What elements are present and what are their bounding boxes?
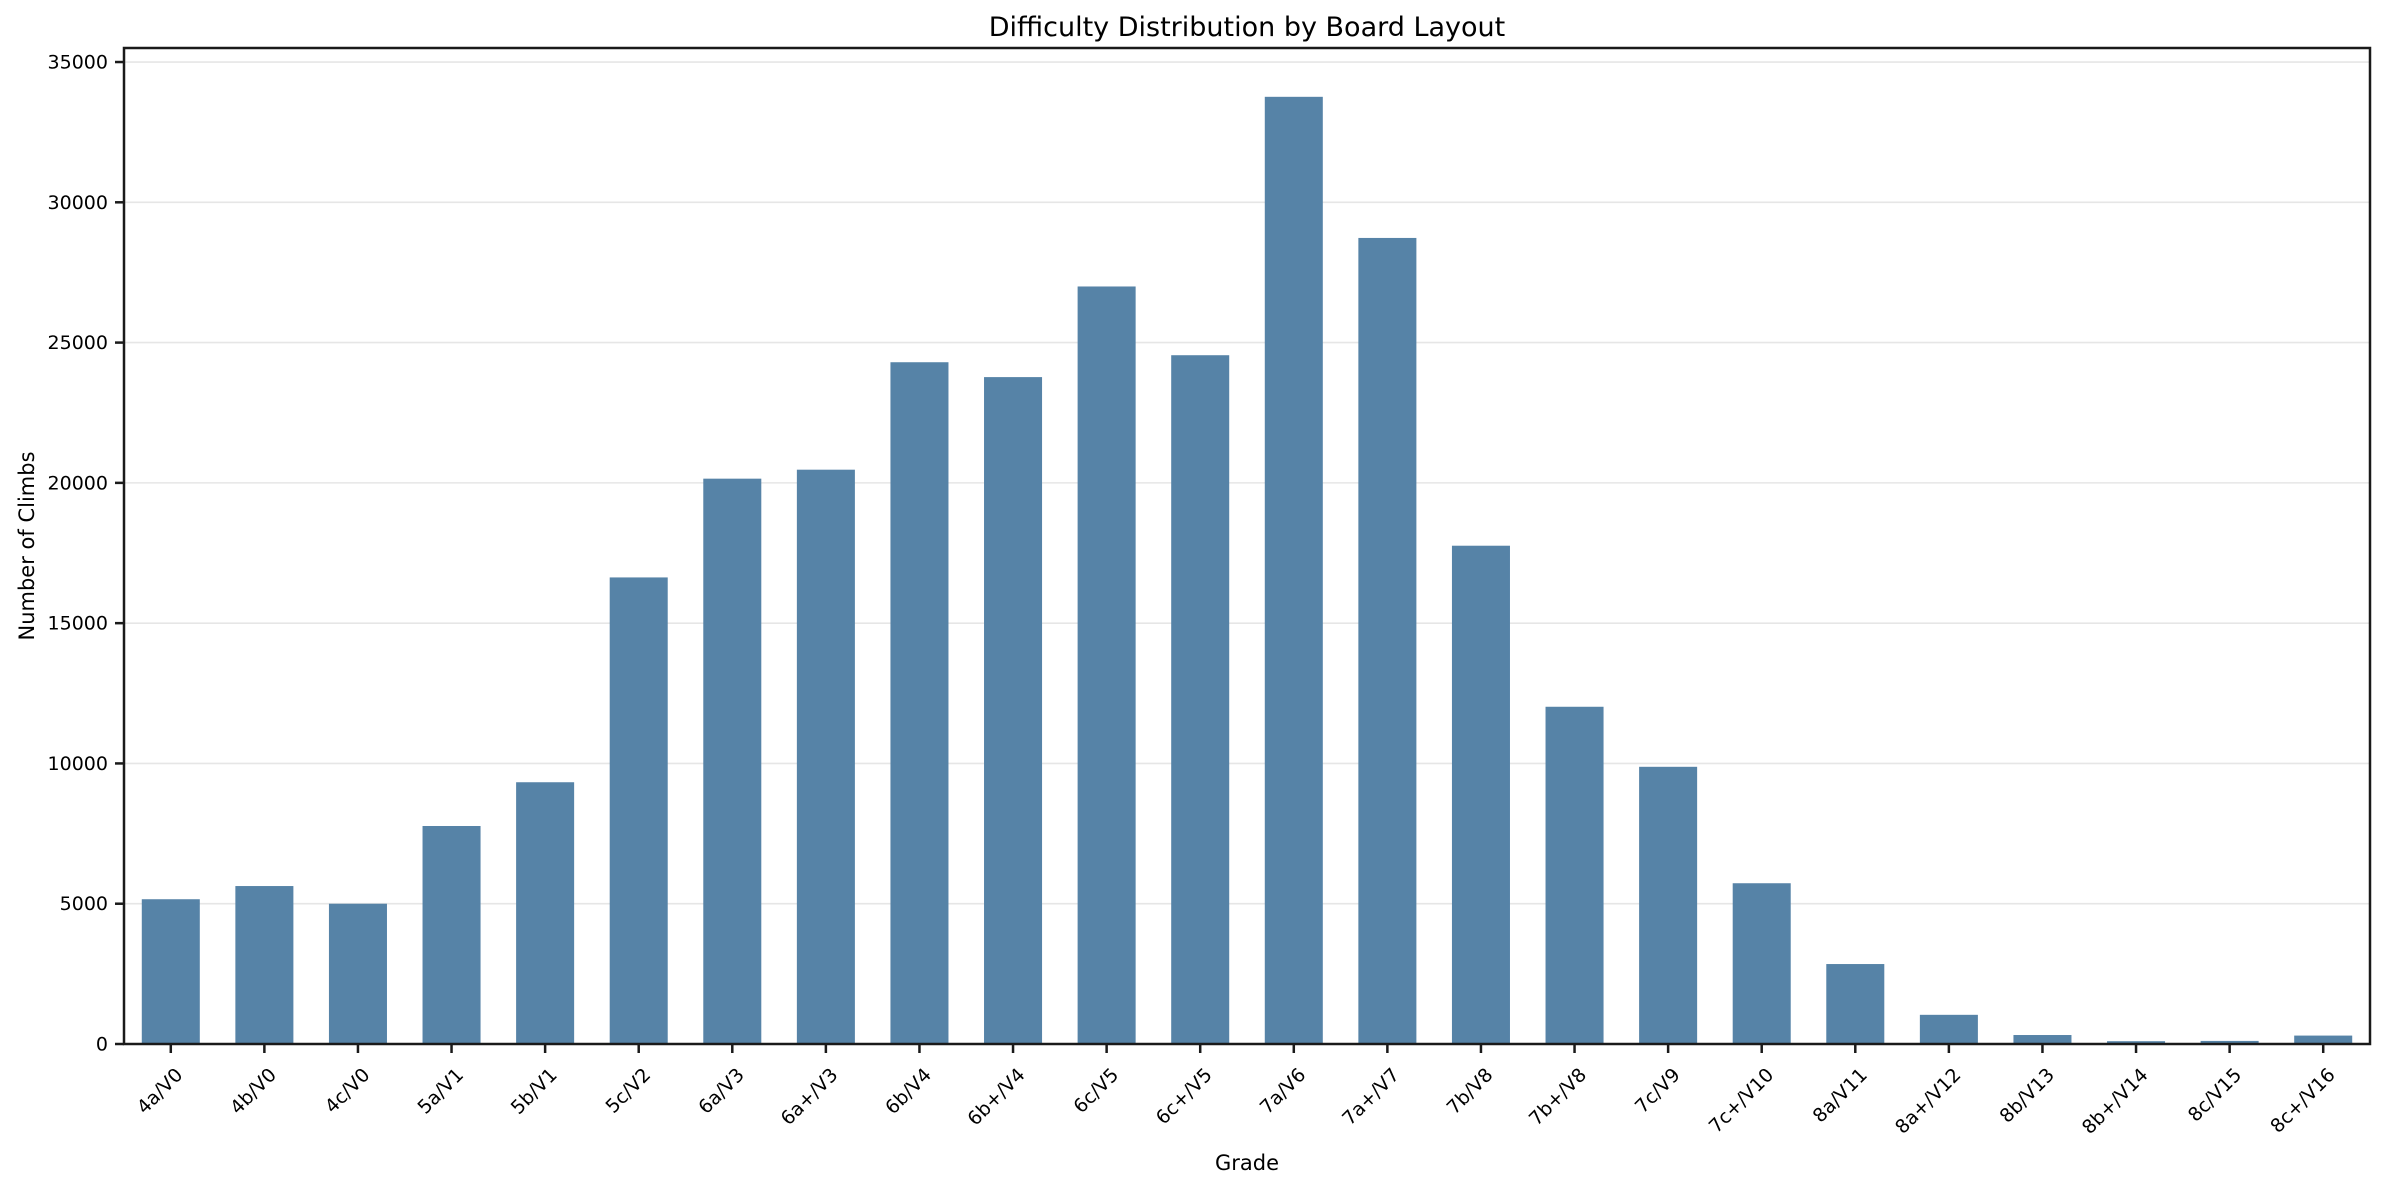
y-tick-label-20000: 20000 [48, 472, 108, 494]
x-tick-label-7c+/V10: 7c+/V10 [1705, 1064, 1779, 1138]
x-tick-label-6c/V5: 6c/V5 [1069, 1064, 1123, 1118]
x-tick-labels: 4a/V0 4b/V0 4c/V0 5a/V1 5b/V1 5c/V2 6a/V3 6a+/V… [133, 1064, 2340, 1139]
bars [141, 96, 2353, 1045]
bar-5b/V1 [516, 782, 575, 1044]
bar-7c+/V10 [1732, 883, 1791, 1044]
x-tick-label-8a+/V12: 8a+/V12 [1891, 1064, 1965, 1138]
bar-6c/V5 [1077, 286, 1136, 1044]
y-tick-label-35000: 35000 [48, 52, 108, 74]
bar-8c+/V16 [2294, 1035, 2353, 1044]
x-tick-label-7c/V9: 7c/V9 [1631, 1064, 1685, 1118]
bar-7a/V6 [1264, 96, 1323, 1044]
bar-4a/V0 [141, 899, 200, 1044]
y-tick-label-15000: 15000 [48, 613, 108, 635]
bar-6c+/V5 [1171, 355, 1230, 1044]
gridlines [124, 61, 2370, 905]
x-tick-label-6a/V3: 6a/V3 [694, 1064, 749, 1119]
bar-5c/V2 [609, 577, 668, 1044]
bar-8a/V11 [1826, 964, 1885, 1044]
bar-4b/V0 [235, 886, 294, 1044]
bar-8c/V15 [2200, 1040, 2259, 1044]
axes-spines [122, 46, 2372, 1046]
x-tick-label-7b/V8: 7b/V8 [1443, 1064, 1498, 1119]
y-tick-labels: 0 5000 10000 15000 20000 25000 30000 35000 [48, 52, 108, 1056]
x-tick-label-8b/V13: 8b/V13 [1996, 1064, 2059, 1127]
bar-7b/V8 [1451, 545, 1510, 1044]
x-tick-label-6c+/V5: 6c+/V5 [1152, 1064, 1217, 1129]
x-tick-label-5a/V1: 5a/V1 [413, 1064, 468, 1119]
x-axis-label: Grade [1215, 1151, 1279, 1175]
bar-8b/V13 [2013, 1035, 2072, 1044]
bar-8a+/V12 [1919, 1014, 1978, 1044]
x-tick-label-8b+/V14: 8b+/V14 [2078, 1064, 2153, 1139]
bar-8b+/V14 [2107, 1041, 2166, 1044]
y-tick-label-30000: 30000 [48, 192, 108, 214]
x-tick-label-4c/V0: 4c/V0 [321, 1064, 375, 1118]
y-tick-label-25000: 25000 [48, 332, 108, 354]
y-tick-label-10000: 10000 [48, 753, 108, 775]
y-tick-label-0: 0 [96, 1034, 108, 1056]
bar-6a/V3 [703, 478, 762, 1044]
bar-7c/V9 [1639, 766, 1698, 1044]
x-tick-label-4a/V0: 4a/V0 [133, 1064, 188, 1119]
x-tick-label-8c/V15: 8c/V15 [2184, 1064, 2246, 1126]
x-tick-label-7a+/V7: 7a+/V7 [1338, 1064, 1404, 1130]
y-tick-label-5000: 5000 [60, 893, 108, 915]
chart-title: Difficulty Distribution by Board Layout [989, 12, 1506, 43]
bar-6b/V4 [890, 362, 949, 1045]
bar-6b+/V4 [984, 377, 1043, 1044]
x-tick-label-4b/V0: 4b/V0 [226, 1064, 281, 1119]
x-tick-label-7b+/V8: 7b+/V8 [1525, 1064, 1591, 1130]
tick-marks [115, 60, 2325, 1053]
x-tick-label-5b/V1: 5b/V1 [507, 1064, 562, 1119]
x-tick-label-8a/V11: 8a/V11 [1809, 1064, 1872, 1127]
bar-4c/V0 [328, 903, 387, 1044]
x-tick-label-6b+/V4: 6b+/V4 [963, 1064, 1029, 1130]
bar-7a+/V7 [1358, 237, 1417, 1044]
x-tick-label-5c/V2: 5c/V2 [601, 1064, 655, 1118]
y-axis-label: Number of Climbs [15, 451, 39, 640]
plot-border [122, 46, 2372, 1046]
bar-7b+/V8 [1545, 706, 1604, 1044]
x-tick-label-8c+/V16: 8c+/V16 [2266, 1064, 2340, 1138]
bar-5a/V1 [422, 826, 481, 1044]
bar-6a+/V3 [796, 469, 855, 1044]
x-tick-label-6a+/V3: 6a+/V3 [777, 1064, 843, 1130]
x-tick-label-6b/V4: 6b/V4 [881, 1064, 936, 1119]
x-tick-label-7a/V6: 7a/V6 [1256, 1064, 1311, 1119]
